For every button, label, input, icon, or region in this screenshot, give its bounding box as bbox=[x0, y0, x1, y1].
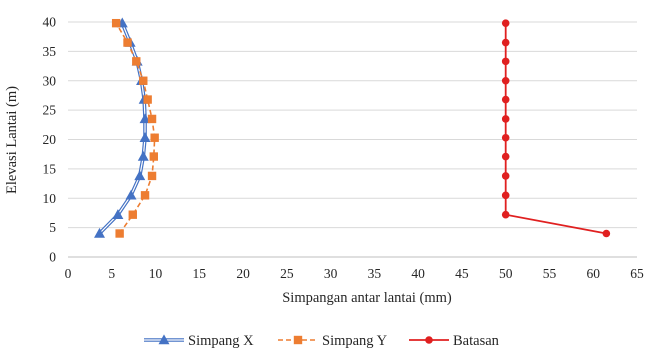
series-line-batasan bbox=[504, 23, 607, 235]
data-point-simpang-y bbox=[150, 133, 159, 142]
y-axis-label: Elevasi Lantai (m) bbox=[4, 86, 20, 194]
x-tick-label: 50 bbox=[499, 266, 513, 281]
legend-marker-batasan bbox=[425, 336, 433, 344]
x-tick-label: 60 bbox=[586, 266, 600, 281]
data-point-simpang-y bbox=[132, 57, 141, 66]
data-point-batasan bbox=[501, 133, 510, 142]
data-point-simpang-x bbox=[139, 132, 151, 142]
x-axis-label: Simpangan antar lantai (mm) bbox=[282, 290, 452, 306]
y-tick-label: 40 bbox=[43, 15, 57, 30]
data-point-simpang-y bbox=[147, 171, 157, 181]
data-point-batasan bbox=[501, 115, 510, 123]
y-tick-label: 25 bbox=[43, 103, 57, 118]
data-point-simpang-x bbox=[134, 170, 146, 181]
legend-item-batasan: Batasan bbox=[409, 333, 500, 349]
series-line-simpang-x-inner bbox=[99, 22, 146, 234]
data-point-simpang-x bbox=[139, 113, 151, 124]
legend-item-simpang-x: Simpang X bbox=[144, 333, 254, 349]
x-tick-label: 20 bbox=[236, 266, 250, 281]
legend-label-simpang-x: Simpang X bbox=[188, 333, 254, 349]
data-point-batasan bbox=[501, 38, 510, 47]
data-point-batasan bbox=[501, 172, 510, 180]
data-point-simpang-y bbox=[111, 18, 121, 28]
y-tick-label: 35 bbox=[43, 44, 57, 59]
data-point-simpang-x bbox=[112, 209, 124, 219]
x-tick-label: 40 bbox=[411, 266, 425, 281]
series-group bbox=[94, 17, 611, 238]
data-point-batasan bbox=[501, 191, 510, 200]
x-tick-label: 15 bbox=[193, 266, 207, 281]
data-point-simpang-x bbox=[94, 227, 105, 238]
data-point-batasan bbox=[501, 95, 510, 104]
x-tick-label: 5 bbox=[108, 266, 115, 281]
y-tick-label: 10 bbox=[43, 191, 57, 206]
legend-label-simpang-y: Simpang Y bbox=[322, 333, 388, 349]
series-batasan bbox=[501, 19, 611, 238]
data-point-batasan bbox=[501, 19, 510, 27]
legend-item-simpang-y: Simpang Y bbox=[278, 333, 388, 349]
tick-labels: 0 5 10 15 20 25 30 35 40 0 5 10 15 20 25 30 35 40 45 50 55 60… bbox=[43, 15, 645, 282]
y-tick-label: 5 bbox=[49, 220, 56, 235]
x-tick-label: 65 bbox=[630, 266, 644, 281]
data-point-simpang-y bbox=[149, 152, 158, 161]
legend: Simpang X Simpang Y Batasan bbox=[144, 333, 500, 349]
y-tick-label: 20 bbox=[43, 132, 57, 147]
data-point-simpang-y bbox=[143, 95, 152, 104]
legend-marker-simpang-x bbox=[158, 334, 170, 345]
x-tick-label: 10 bbox=[149, 266, 163, 281]
data-point-simpang-y bbox=[139, 76, 148, 85]
series-line-simpang-x-outer bbox=[98, 22, 147, 235]
x-tick-label: 55 bbox=[543, 266, 557, 281]
data-point-simpang-y bbox=[123, 38, 132, 47]
data-point-simpang-x bbox=[137, 150, 149, 161]
x-tick-label: 25 bbox=[280, 266, 294, 281]
series-simpang-y bbox=[111, 18, 159, 238]
legend-label-batasan: Batasan bbox=[453, 333, 500, 349]
data-point-batasan bbox=[501, 152, 510, 161]
data-point-batasan bbox=[501, 57, 510, 66]
y-tick-label: 0 bbox=[49, 250, 56, 265]
data-point-batasan bbox=[602, 229, 611, 238]
x-tick-label: 30 bbox=[324, 266, 338, 281]
gridlines bbox=[68, 21, 637, 229]
x-tick-label: 45 bbox=[455, 266, 469, 281]
data-point-simpang-x bbox=[125, 189, 137, 200]
y-tick-label: 15 bbox=[43, 161, 57, 176]
data-point-batasan bbox=[501, 76, 510, 85]
data-point-simpang-y bbox=[147, 114, 157, 124]
data-point-batasan bbox=[501, 210, 510, 219]
x-tick-label: 0 bbox=[65, 266, 72, 281]
data-point-simpang-y bbox=[128, 210, 137, 219]
data-point-simpang-y bbox=[140, 191, 150, 200]
data-point-simpang-y bbox=[115, 229, 124, 238]
y-tick-label: 30 bbox=[43, 73, 57, 88]
x-tick-label: 35 bbox=[368, 266, 382, 281]
legend-marker-simpang-y bbox=[293, 335, 303, 345]
